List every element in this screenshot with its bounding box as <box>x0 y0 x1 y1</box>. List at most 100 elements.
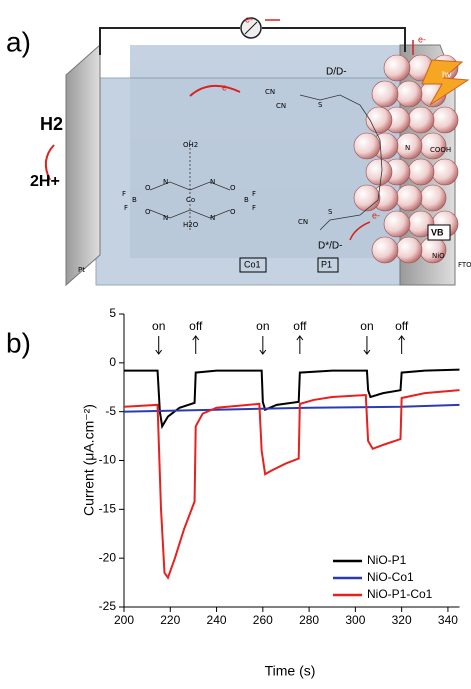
label: O <box>230 184 236 192</box>
x-tick-label: 220 <box>160 613 180 627</box>
label: F <box>252 190 256 198</box>
annotation: off <box>395 319 409 333</box>
label: S <box>328 208 333 216</box>
electron-arrow <box>349 221 371 241</box>
y-tick-label: -20 <box>99 550 117 564</box>
label: e- <box>418 34 426 44</box>
nio-particle <box>365 106 393 134</box>
label: N <box>163 214 168 222</box>
label: B <box>244 196 249 204</box>
label: CN <box>265 88 275 96</box>
annotation-arrowhead <box>155 349 163 355</box>
x-tick-label: 300 <box>345 613 365 627</box>
y-tick-label: -5 <box>105 404 116 418</box>
label: COOH <box>430 146 451 154</box>
p1-box <box>317 257 339 273</box>
annotation-arrowhead <box>259 349 267 355</box>
label: hν <box>442 69 452 79</box>
wire <box>99 27 240 55</box>
annotation: on <box>256 319 269 333</box>
label: F <box>252 204 256 212</box>
label: N <box>405 144 410 152</box>
annotation: on <box>360 319 373 333</box>
label: Pt <box>78 266 85 274</box>
annotation-arrowhead <box>398 335 406 341</box>
label: F <box>124 204 128 212</box>
label: F <box>122 190 126 198</box>
x-tick-label: 320 <box>392 613 412 627</box>
label: O <box>230 208 236 216</box>
nio-particle <box>383 54 411 82</box>
label: e- <box>222 82 230 92</box>
nio-particle <box>395 184 423 212</box>
label: O <box>145 184 151 192</box>
label: CN <box>276 102 286 110</box>
x-tick-label: 240 <box>207 613 227 627</box>
panel-label: b) <box>6 327 31 358</box>
y-axis-label: Current (μA.cm⁻²) <box>81 404 97 516</box>
label: CN <box>298 218 308 226</box>
y-tick-label: -10 <box>99 453 117 467</box>
label: D*/D- <box>318 241 342 252</box>
annotation-arrowhead <box>296 335 304 341</box>
electron-arrow <box>189 85 241 97</box>
schematic: a) e- e- e- D/D- hν H2 2H+ COOH VB NiO F… <box>6 14 471 287</box>
label: NiO <box>432 252 445 260</box>
label: N <box>210 214 215 222</box>
label: N <box>210 178 215 186</box>
label: 2H+ <box>30 173 60 190</box>
label: e- <box>245 14 253 24</box>
label: Co <box>186 196 195 204</box>
chart: b) Time (s) Current (μA.cm⁻²) -25 -20 -15 -… <box>6 306 460 679</box>
annotation-arrowhead <box>192 335 200 341</box>
proton-arrow <box>44 144 55 181</box>
nio-particle <box>383 210 411 238</box>
vb-box <box>427 224 451 241</box>
annotation: on <box>152 319 165 333</box>
nio-particle <box>395 236 423 264</box>
nio-particle <box>407 158 435 186</box>
series-line <box>123 403 460 413</box>
label: B <box>132 196 137 204</box>
x-tick-label: 340 <box>438 613 458 627</box>
y-tick-label: -25 <box>99 599 117 613</box>
nio-particle <box>353 132 381 160</box>
wire <box>262 27 406 52</box>
label: e- <box>372 210 380 220</box>
legend-label: NiO-P1 <box>367 553 407 567</box>
panel-label: a) <box>6 26 31 57</box>
label: H2 <box>40 114 63 134</box>
nio-particle <box>419 184 447 212</box>
label: FTO <box>458 261 471 269</box>
annotation: off <box>293 319 307 333</box>
nio-particle <box>395 80 423 108</box>
label: OH2 <box>183 141 198 149</box>
annotation-arrowhead <box>363 349 371 355</box>
x-tick-label: 200 <box>114 613 134 627</box>
series-line <box>124 368 460 430</box>
y-tick-label: -15 <box>99 502 117 516</box>
label: D/D- <box>326 67 347 78</box>
legend-label: NiO-P1-Co1 <box>367 587 433 601</box>
label: P1 <box>321 259 332 269</box>
ammeter-needle <box>244 21 258 35</box>
nio-particle <box>407 106 435 134</box>
label: VB <box>431 227 444 237</box>
label: H2O <box>183 221 199 229</box>
light-bolt <box>421 59 470 106</box>
nio-particle <box>371 80 399 108</box>
nio-particle <box>365 158 393 186</box>
x-tick-label: 280 <box>299 613 319 627</box>
label: O <box>145 208 151 216</box>
molecule-bonds <box>149 94 383 231</box>
y-tick-label: 5 <box>109 306 116 320</box>
x-tick-label: 260 <box>253 613 273 627</box>
nio-particle <box>431 158 459 186</box>
series-line <box>123 389 460 580</box>
label: N <box>163 178 168 186</box>
label: Co1 <box>244 259 261 269</box>
y-tick-label: 0 <box>109 355 116 369</box>
label: S <box>318 101 323 109</box>
